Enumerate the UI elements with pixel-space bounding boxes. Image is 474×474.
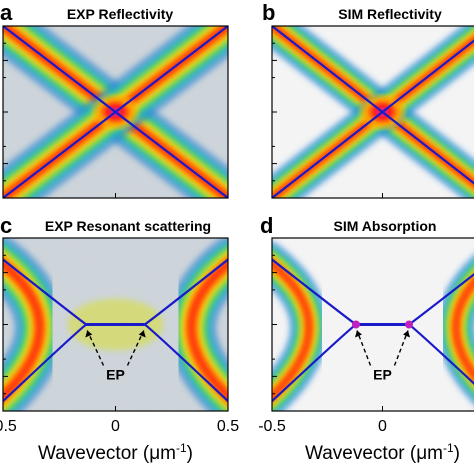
heatmap-b (272, 26, 474, 198)
ep-arrowhead-left (85, 330, 93, 338)
panel-title: EXP Reflectivity (67, 6, 174, 22)
ep-label: EP (373, 367, 392, 383)
x-tick-label: -0.5 (0, 418, 17, 435)
ep-arrowhead-left (354, 330, 362, 338)
panel-c: EP -0.5 0 0.5 Wavevector (μm-1) c EXP Resonant… (0, 213, 239, 464)
x-tick-label: 0.5 (217, 418, 239, 435)
panel-title: EXP Resonant scattering (45, 218, 211, 234)
ep-arrow-left (356, 330, 372, 366)
panel-title: SIM Reflectivity (338, 6, 442, 22)
ep-point-left (351, 320, 360, 329)
ep-label: EP (106, 367, 125, 383)
heatmap-d: EP (272, 238, 474, 411)
x-axis-label: Wavevector (μm-1) (38, 441, 193, 464)
ep-arrow-right (393, 330, 409, 366)
panel-letter: b (262, 0, 275, 25)
ep-arrowhead-right (403, 330, 411, 338)
panel-a: a EXP Reflectivity (0, 0, 229, 199)
panel-letter: d (260, 213, 273, 238)
ep-arrowhead-right (138, 330, 146, 338)
overlay-line-2 (272, 39, 474, 198)
x-tick-label: 0 (378, 418, 387, 435)
x-tick-label: 0 (111, 418, 120, 435)
x-axis-label: Wavevector (μm-1) (305, 441, 460, 464)
heatmap-a (3, 26, 228, 198)
heatmap-c: EP (3, 238, 228, 411)
ep-point-right (405, 320, 414, 329)
panel-letter: a (0, 0, 13, 25)
panel-title: SIM Absorption (334, 218, 437, 234)
panel-b: b SIM Reflectivity (262, 0, 474, 199)
overlay-line-2 (3, 26, 228, 198)
x-tick-label: -0.5 (258, 418, 286, 435)
panel-letter: c (0, 213, 12, 238)
